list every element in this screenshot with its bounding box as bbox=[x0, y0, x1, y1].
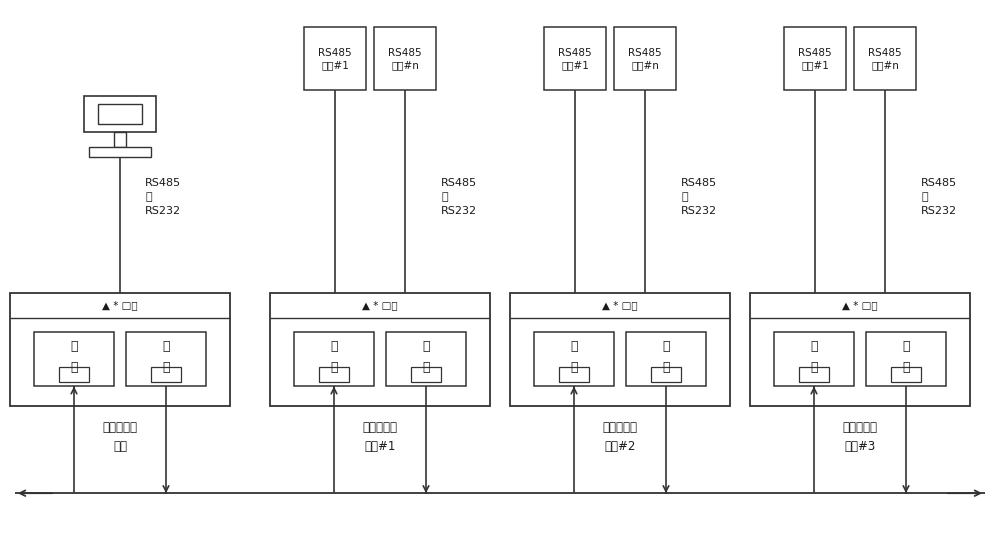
Text: 口: 口 bbox=[570, 361, 578, 374]
Text: ▲ * □册: ▲ * □册 bbox=[362, 300, 398, 311]
Text: RS485
设备#1: RS485 设备#1 bbox=[798, 48, 832, 70]
Text: 光: 光 bbox=[70, 340, 78, 353]
Bar bbox=[854, 27, 916, 90]
Text: 口: 口 bbox=[70, 361, 78, 374]
Text: RS485
或
RS232: RS485 或 RS232 bbox=[145, 178, 181, 216]
Bar bbox=[799, 367, 829, 382]
Text: 远端#3: 远端#3 bbox=[844, 440, 876, 453]
Bar bbox=[534, 332, 614, 386]
Text: 口: 口 bbox=[810, 361, 818, 374]
Bar bbox=[626, 332, 706, 386]
Text: 远端#1: 远端#1 bbox=[364, 440, 396, 453]
Bar bbox=[651, 367, 681, 382]
Text: 数据光端机: 数据光端机 bbox=[602, 421, 638, 434]
Bar bbox=[510, 293, 730, 406]
Bar bbox=[411, 367, 441, 382]
Text: 光: 光 bbox=[810, 340, 818, 353]
Text: 数据光端机: 数据光端机 bbox=[103, 421, 138, 434]
Text: 局端: 局端 bbox=[113, 440, 127, 453]
Bar bbox=[270, 293, 490, 406]
Text: RS485
或
RS232: RS485 或 RS232 bbox=[681, 178, 717, 216]
Bar bbox=[544, 27, 606, 90]
Bar bbox=[34, 332, 114, 386]
Bar bbox=[891, 367, 921, 382]
Text: ▲ * □册: ▲ * □册 bbox=[602, 300, 638, 311]
Bar bbox=[151, 367, 181, 382]
Text: 光: 光 bbox=[902, 340, 910, 353]
Text: RS485
设备#n: RS485 设备#n bbox=[868, 48, 902, 70]
Text: RS485
设备#n: RS485 设备#n bbox=[388, 48, 422, 70]
Bar bbox=[294, 332, 374, 386]
Text: RS485
设备#n: RS485 设备#n bbox=[628, 48, 662, 70]
Text: 光: 光 bbox=[422, 340, 430, 353]
Text: 口: 口 bbox=[162, 361, 170, 374]
Text: 数据光端机: 数据光端机 bbox=[362, 421, 398, 434]
Text: 口: 口 bbox=[422, 361, 430, 374]
Text: 口: 口 bbox=[902, 361, 910, 374]
Text: 远端#2: 远端#2 bbox=[604, 440, 636, 453]
Text: 口: 口 bbox=[330, 361, 338, 374]
Bar bbox=[784, 27, 846, 90]
Text: RS485
设备#1: RS485 设备#1 bbox=[558, 48, 592, 70]
Bar bbox=[866, 332, 946, 386]
Bar bbox=[126, 332, 206, 386]
Bar bbox=[98, 104, 142, 123]
Text: RS485
或
RS232: RS485 或 RS232 bbox=[441, 178, 477, 216]
Text: 光: 光 bbox=[162, 340, 170, 353]
Text: RS485
设备#1: RS485 设备#1 bbox=[318, 48, 352, 70]
Bar bbox=[89, 147, 151, 157]
Bar bbox=[304, 27, 366, 90]
Text: RS485
或
RS232: RS485 或 RS232 bbox=[921, 178, 957, 216]
Bar bbox=[84, 96, 156, 132]
Bar bbox=[59, 367, 89, 382]
Bar bbox=[10, 293, 230, 406]
Text: 光: 光 bbox=[662, 340, 670, 353]
Bar bbox=[114, 132, 126, 147]
Bar bbox=[750, 293, 970, 406]
Bar bbox=[319, 367, 349, 382]
Bar bbox=[374, 27, 436, 90]
Text: ▲ * □册: ▲ * □册 bbox=[102, 300, 138, 311]
Text: ▲ * □册: ▲ * □册 bbox=[842, 300, 878, 311]
Bar bbox=[614, 27, 676, 90]
Bar bbox=[559, 367, 589, 382]
Bar bbox=[774, 332, 854, 386]
Text: 光: 光 bbox=[570, 340, 578, 353]
Text: 数据光端机: 数据光端机 bbox=[842, 421, 878, 434]
Text: 口: 口 bbox=[662, 361, 670, 374]
Text: 光: 光 bbox=[330, 340, 338, 353]
Bar bbox=[386, 332, 466, 386]
